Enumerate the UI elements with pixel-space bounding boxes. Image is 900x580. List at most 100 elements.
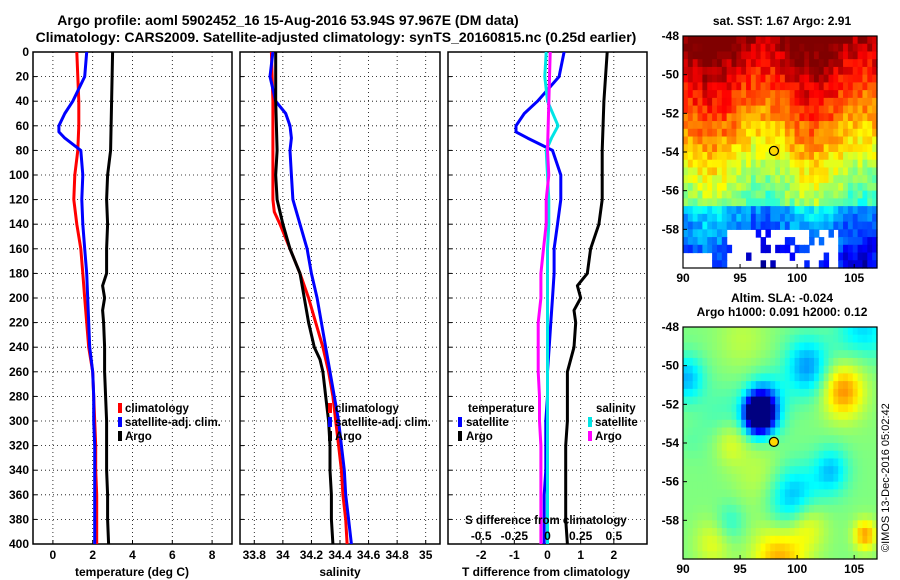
map-cell xyxy=(818,198,825,207)
map-cell xyxy=(833,512,839,521)
map-cell xyxy=(692,237,699,246)
map-cell xyxy=(750,36,757,45)
map-cell xyxy=(804,105,810,114)
map-cell xyxy=(784,342,791,351)
map-cell xyxy=(741,221,747,230)
map-cell xyxy=(857,327,864,336)
x-tick-label: 35 xyxy=(419,548,433,562)
legend-label-t-satellite: satellite xyxy=(466,417,509,429)
map-cell xyxy=(765,497,771,506)
map-cell xyxy=(760,121,767,130)
map-cell xyxy=(726,419,733,429)
map-cell xyxy=(828,213,834,223)
map-cell xyxy=(692,59,699,68)
map-cell xyxy=(804,260,810,269)
map-cell xyxy=(765,182,771,192)
map-cell xyxy=(716,551,723,560)
map-cell xyxy=(780,190,786,199)
map-cell xyxy=(862,144,868,153)
map-cell xyxy=(692,128,699,138)
map-cell xyxy=(736,327,742,336)
depth-tick-label: 120 xyxy=(9,193,29,207)
map-cell xyxy=(687,51,694,60)
map-cell xyxy=(780,327,786,336)
map-cell xyxy=(736,198,742,207)
map-cell xyxy=(755,458,762,467)
map-cell xyxy=(838,260,844,269)
map-cell xyxy=(852,543,859,552)
map-cell xyxy=(804,97,810,107)
map-cell xyxy=(847,365,854,374)
map-cell xyxy=(838,74,844,83)
map-cell xyxy=(804,404,810,413)
map-cell xyxy=(823,504,830,514)
map-cell xyxy=(818,551,825,560)
map-cell xyxy=(872,221,878,230)
map-cell xyxy=(721,543,728,552)
map-cell xyxy=(721,59,728,68)
map-cell xyxy=(770,74,776,83)
map-cell xyxy=(712,82,718,91)
map-cell xyxy=(721,419,728,429)
map-cell xyxy=(731,90,737,99)
map-cell xyxy=(712,43,718,53)
map-cell xyxy=(872,128,878,138)
map-cell xyxy=(780,466,786,475)
map-cell xyxy=(736,74,742,83)
map-cell xyxy=(828,520,834,529)
map-cell xyxy=(746,198,752,207)
map-cell xyxy=(775,497,781,506)
map-cell xyxy=(818,175,825,184)
map-cell xyxy=(721,473,728,483)
map-cell xyxy=(731,82,737,91)
map-cell xyxy=(813,396,820,405)
map-cell xyxy=(770,260,776,269)
map-cell xyxy=(687,159,694,169)
map-cell xyxy=(716,543,723,552)
map-cell xyxy=(716,167,723,176)
map-cell xyxy=(813,229,820,238)
map-cell xyxy=(847,159,854,169)
map-cell xyxy=(833,198,839,207)
map-cell xyxy=(789,551,796,560)
map-cell xyxy=(843,412,849,421)
map-cell xyxy=(726,144,733,153)
map-cell xyxy=(872,365,878,374)
map-cell xyxy=(741,489,747,498)
map-cell xyxy=(843,458,849,467)
map-cell xyxy=(794,36,800,45)
map-cell xyxy=(692,198,699,207)
map-cell xyxy=(765,528,771,537)
map-cell xyxy=(794,43,800,53)
map-cell xyxy=(726,481,733,490)
map-cell xyxy=(818,128,825,138)
map-cell xyxy=(716,520,723,529)
map-cell xyxy=(789,450,796,460)
map-cell xyxy=(867,221,873,230)
map-cell xyxy=(838,244,844,254)
map-cell xyxy=(731,51,737,60)
map-cell xyxy=(770,327,776,336)
map-cell xyxy=(721,435,728,444)
map-cell xyxy=(775,59,781,68)
map-cell xyxy=(799,435,805,444)
map-cell xyxy=(867,412,873,421)
map-cell xyxy=(721,97,728,107)
map-cell xyxy=(804,381,810,390)
map-cell xyxy=(818,373,825,382)
map-cell xyxy=(843,74,849,83)
map-cell xyxy=(775,520,781,529)
map-cell xyxy=(731,221,737,230)
map-cell xyxy=(843,213,849,223)
map-cell xyxy=(784,551,791,560)
map-cell xyxy=(794,357,800,367)
map-cell xyxy=(809,404,815,413)
map-cell xyxy=(716,535,723,545)
map-cell xyxy=(862,427,868,436)
map-cell xyxy=(731,350,737,359)
map-cell xyxy=(750,373,757,382)
map-cell xyxy=(687,450,694,460)
map-cell xyxy=(847,113,854,122)
map-cell xyxy=(828,466,834,475)
map-cell xyxy=(813,365,820,374)
